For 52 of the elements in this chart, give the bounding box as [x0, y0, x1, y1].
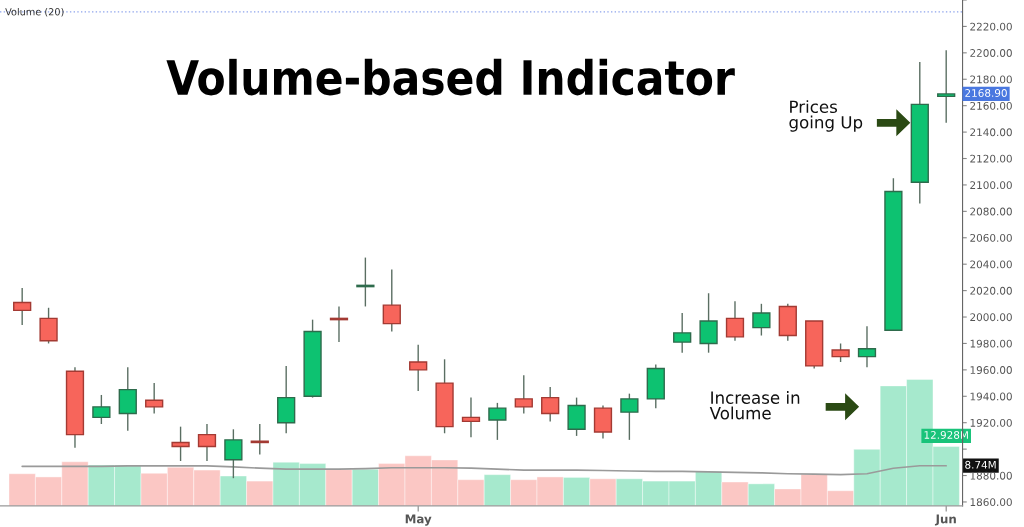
y-tick-label: 2200.00 — [970, 49, 1012, 57]
y-tick-label: 2120.00 — [970, 154, 1012, 163]
text: 2168.90 — [965, 89, 1007, 97]
y-tick-label: 2160.00 — [970, 101, 1012, 110]
y-tick-label: 2180.00 — [970, 75, 1012, 84]
y-tick-label: 2020.00 — [970, 286, 1012, 295]
candlestick — [567, 396, 586, 437]
candlestick — [145, 382, 164, 415]
candlestick — [673, 312, 692, 354]
text: Volume-based Indicator — [166, 58, 735, 96]
y-tick-label: 1920.00 — [970, 418, 1012, 427]
candlestick — [699, 292, 718, 354]
candlestick — [725, 300, 745, 342]
y-tick-label: 1940.00 — [970, 392, 1012, 401]
annotation: Increase in Volume — [709, 391, 800, 420]
y-tick-label: 2100.00 — [970, 181, 1012, 190]
y-tick-label: 2060.00 — [970, 234, 1012, 242]
y-tick-label: 1880.00 — [970, 471, 1012, 480]
y-tick-label: 1980.00 — [970, 339, 1012, 348]
candlestick — [118, 366, 137, 432]
data-label: 8.74M — [965, 460, 996, 469]
candlestick — [39, 307, 58, 345]
candlestick — [382, 268, 401, 333]
candlestick — [752, 303, 771, 337]
candlestick — [857, 325, 877, 368]
candlestick — [541, 386, 560, 423]
x-tick-label: Jun — [934, 514, 956, 526]
y-tick-label: 1860.00 — [970, 498, 1012, 507]
candlestick — [250, 423, 269, 456]
candlestick — [514, 374, 533, 415]
candlestick — [488, 402, 507, 441]
y-tick-label: 2040.00 — [970, 260, 1012, 269]
candlestick — [197, 423, 217, 462]
candlestick — [92, 394, 111, 425]
y-tick-label: 2220.00 — [970, 22, 1012, 31]
candlestick — [831, 342, 850, 363]
annotation: Volume (20) — [5, 7, 64, 17]
candlestick — [171, 425, 190, 462]
y-tick-label: 2080.00 — [970, 207, 1012, 216]
candlestick — [593, 404, 613, 440]
y-tick-label: 2000.00 — [970, 313, 1012, 322]
x-tick-label: May — [405, 514, 432, 526]
candlestick — [461, 396, 481, 438]
candlestick — [620, 392, 639, 441]
y-tick-label: 2140.00 — [970, 128, 1012, 137]
y-tick-label: 1960.00 — [970, 366, 1012, 374]
candlestick — [224, 428, 243, 479]
data-label: 12.928M — [924, 431, 968, 439]
candlestick — [937, 49, 956, 124]
candlestick — [13, 287, 32, 326]
annotation: Prices going Up — [789, 100, 863, 132]
candlestick — [409, 344, 428, 392]
